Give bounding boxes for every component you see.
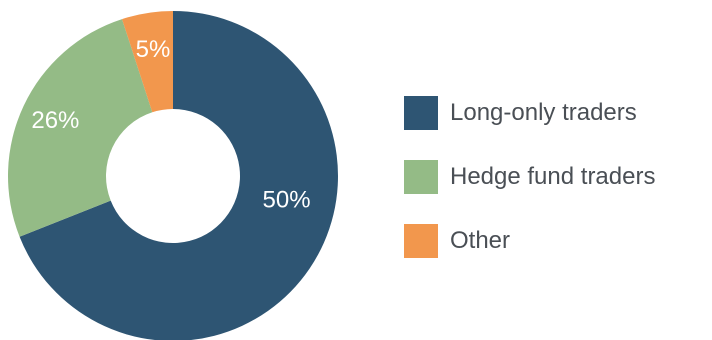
legend-item-long-only-traders: Long-only traders	[404, 94, 704, 132]
legend-label-hedge-fund-traders: Hedge fund traders	[450, 163, 656, 190]
legend: Long-only traders Hedge fund traders Oth…	[404, 94, 704, 286]
slice-label-hedge-fund-traders: 26%	[31, 107, 79, 134]
legend-swatch-hedge-fund-traders	[404, 160, 438, 194]
legend-swatch-long-only-traders	[404, 96, 438, 130]
legend-label-other: Other	[450, 227, 511, 254]
donut-slices	[7, 11, 338, 340]
legend-label-long-only-traders: Long-only traders	[450, 99, 637, 126]
slice-hedge-fund-traders	[7, 19, 153, 237]
legend-item-hedge-fund-traders: Hedge fund traders	[404, 158, 704, 196]
legend-swatch-other	[404, 224, 438, 258]
slice-label-long-only-traders: 50%	[263, 186, 311, 213]
slice-label-other: 5%	[136, 36, 171, 63]
slice-other	[122, 11, 173, 113]
slice-long-only-traders	[19, 11, 338, 340]
legend-item-other: Other	[404, 222, 704, 260]
slice-labels: 50% 26% 5%	[31, 36, 310, 213]
